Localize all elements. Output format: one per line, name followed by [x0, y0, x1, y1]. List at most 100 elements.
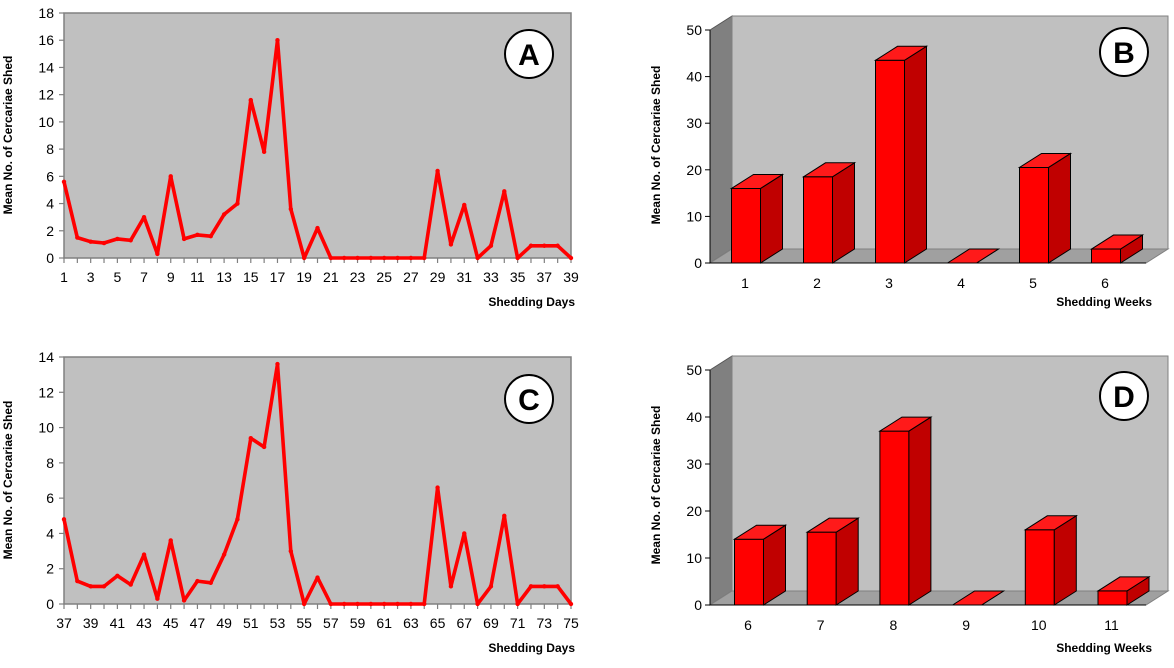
data-point — [248, 97, 253, 103]
bar — [1017, 152, 1073, 264]
y-tick-label: 12 — [38, 384, 54, 400]
back-wall — [731, 355, 1169, 592]
data-point — [288, 548, 294, 554]
x-tick-label: 37 — [537, 269, 553, 285]
data-point — [355, 601, 360, 607]
bar-side — [760, 173, 783, 264]
bar — [729, 173, 785, 264]
bar-top — [950, 590, 1006, 606]
bar-top — [873, 45, 929, 61]
data-point — [368, 601, 374, 607]
x-tick-label: 11 — [190, 269, 205, 285]
y-tick-label: 6 — [46, 168, 54, 184]
y-tick-label: 10 — [686, 208, 702, 224]
x-tick-label: 6 — [1101, 275, 1109, 291]
bar-front — [1024, 529, 1055, 606]
data-point — [195, 578, 200, 584]
x-tick-label: 59 — [350, 615, 366, 631]
x-tick-label: 47 — [190, 615, 206, 631]
x-tick-label: 69 — [483, 615, 499, 631]
x-tick-label: 15 — [243, 269, 259, 285]
x-tick-label: 39 — [563, 269, 579, 285]
data-point — [141, 552, 147, 557]
data-point — [368, 255, 374, 261]
bar-front — [1019, 166, 1049, 264]
x-tick-label: 27 — [403, 269, 419, 285]
bar — [805, 517, 860, 606]
x-tick-label: 73 — [537, 615, 553, 631]
y-tick-label: 20 — [686, 503, 702, 519]
bar-front — [803, 176, 833, 264]
panel-label-circle — [504, 29, 554, 79]
bar-front — [731, 187, 761, 264]
y-tick-label: 30 — [686, 456, 702, 472]
bar-top — [945, 248, 1001, 264]
x-tick-label: 29 — [430, 269, 446, 285]
x-tick-label: 31 — [456, 269, 472, 285]
data-point — [475, 601, 480, 607]
data-point — [488, 584, 494, 589]
data-point — [181, 236, 187, 242]
data-point — [328, 255, 334, 261]
x-tick-label: 1 — [60, 269, 68, 285]
x-tick-label: 75 — [563, 615, 579, 631]
data-point — [382, 255, 387, 261]
y-axis-label: Mean No. of Cercariae Shed — [1, 56, 15, 215]
x-tick-label: 25 — [376, 269, 392, 285]
data-point — [75, 578, 80, 584]
data-point — [248, 435, 253, 441]
y-tick-label: 4 — [46, 196, 54, 212]
data-point — [88, 584, 93, 589]
y-tick-label: 6 — [46, 490, 54, 506]
y-tick-label: 0 — [46, 596, 54, 612]
x-tick-label: 35 — [510, 269, 526, 285]
y-tick-label: 8 — [46, 455, 54, 471]
y-tick-label: 0 — [46, 250, 54, 266]
data-point — [168, 538, 173, 543]
data-point — [115, 236, 120, 242]
x-tick-label: 6 — [744, 617, 752, 633]
x-tick-label: 71 — [510, 615, 526, 631]
data-point — [341, 601, 347, 607]
data-point — [408, 255, 414, 261]
x-tick-label: 19 — [296, 269, 312, 285]
bar — [732, 524, 788, 606]
data-point — [448, 584, 454, 589]
bar-top — [1023, 515, 1079, 531]
data-point — [155, 596, 160, 601]
bar-top — [1017, 152, 1073, 168]
bar-top — [729, 173, 785, 189]
data-point — [235, 517, 240, 522]
y-tick-label: 14 — [38, 349, 54, 365]
chart-D: 0 10 20 30 40 50 6 7 8 9 10 11 Mean No. of Cercariae… — [649, 355, 1170, 655]
bar — [950, 590, 1006, 606]
panel-label-circle — [1099, 27, 1149, 77]
data-point — [435, 168, 440, 174]
y-tick-label: 4 — [46, 525, 54, 541]
y-tick-label: 10 — [38, 114, 54, 130]
data-point — [542, 243, 547, 248]
bar-front — [734, 538, 764, 606]
data-point — [75, 235, 80, 240]
y-tick-label: 2 — [46, 223, 54, 239]
data-point — [195, 232, 200, 238]
data-point — [61, 179, 67, 184]
y-tick-label: 10 — [38, 420, 54, 436]
side-wall — [709, 15, 733, 264]
x-tick-label: 8 — [890, 617, 898, 633]
bar-side — [832, 161, 855, 264]
data-point — [355, 255, 360, 261]
data-point — [528, 243, 534, 248]
data-point — [261, 444, 267, 450]
data-point — [61, 517, 67, 522]
panel-label-circle — [1099, 371, 1149, 421]
x-tick-label: 33 — [483, 269, 499, 285]
bar-top — [1096, 576, 1151, 592]
x-tick-label: 49 — [216, 615, 232, 631]
x-axis-label: Shedding Weeks — [1056, 641, 1152, 655]
y-tick-label: 2 — [46, 561, 54, 577]
y-tick-label: 50 — [686, 22, 702, 38]
y-tick-label: 40 — [686, 69, 702, 85]
data-point — [555, 243, 560, 248]
data-point — [208, 580, 213, 586]
